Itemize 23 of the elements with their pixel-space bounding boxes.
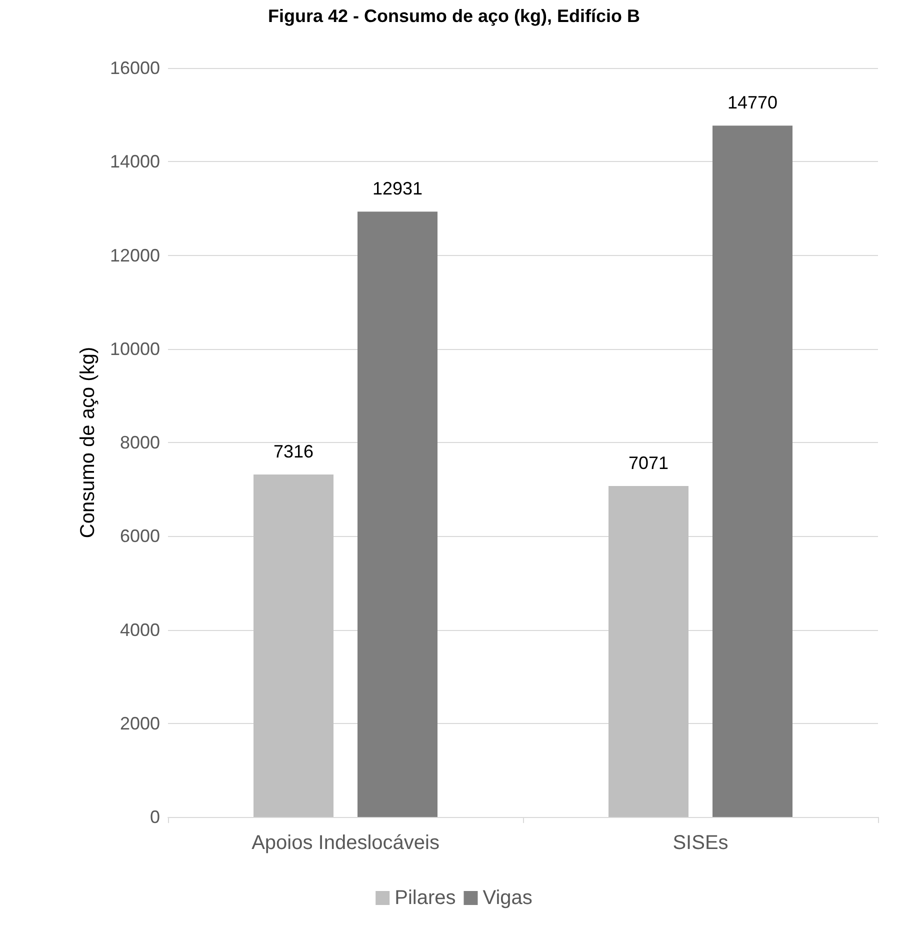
- chart-title: Figura 42 - Consumo de aço (kg), Edifício B: [268, 6, 640, 26]
- y-axis-title: Consumo de aço (kg): [77, 346, 99, 538]
- data-label: 14770: [727, 92, 778, 113]
- y-tick-label: 12000: [110, 245, 160, 266]
- legend-label: Vigas: [482, 887, 532, 909]
- data-label: 7316: [273, 442, 314, 462]
- y-tick-label: 0: [150, 807, 160, 827]
- y-tick-label: 2000: [120, 713, 160, 734]
- y-tick-label: 14000: [110, 152, 160, 172]
- y-tick-label: 8000: [120, 432, 160, 452]
- y-tick-label: 10000: [110, 338, 160, 359]
- legend-label: Pilares: [394, 887, 456, 909]
- y-tick-label: 16000: [110, 58, 160, 78]
- bar: [712, 126, 792, 817]
- data-label: 12931: [372, 178, 423, 199]
- y-tick-label: 4000: [120, 620, 160, 640]
- x-tick-label: SISEs: [672, 832, 728, 854]
- data-label: 7071: [628, 452, 669, 473]
- bar: [358, 212, 438, 817]
- bar: [254, 474, 334, 817]
- y-tick-label: 6000: [120, 526, 160, 546]
- x-tick-label: Apoios Indeslocáveis: [252, 832, 440, 854]
- bar: [608, 486, 688, 817]
